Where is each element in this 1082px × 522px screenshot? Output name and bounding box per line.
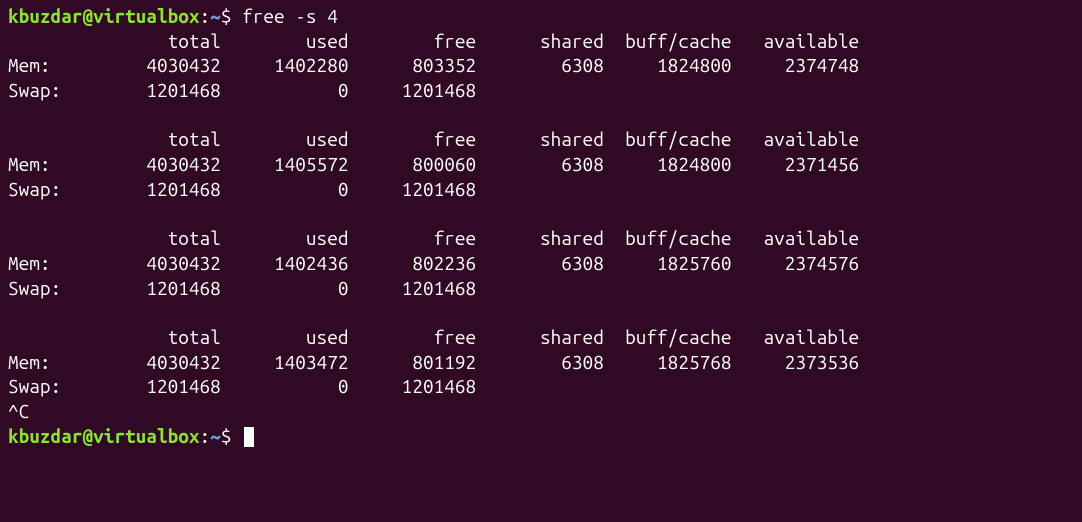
command-text: free -s 4 bbox=[231, 5, 337, 27]
prompt-user-host: kbuzdar@virtualbox bbox=[8, 425, 200, 447]
cursor bbox=[244, 427, 254, 447]
prompt-separator: : bbox=[200, 5, 211, 27]
command-output: total used free shared buff/cache availa… bbox=[8, 29, 1074, 399]
prompt-line[interactable]: kbuzdar@virtualbox:~$ bbox=[8, 424, 1074, 449]
prompt-path: ~ bbox=[210, 425, 221, 447]
interrupt-line: ^C bbox=[8, 399, 1074, 424]
prompt-symbol: $ bbox=[221, 425, 232, 447]
prompt-user-host: kbuzdar@virtualbox bbox=[8, 5, 200, 27]
prompt-path: ~ bbox=[210, 5, 221, 27]
terminal[interactable]: kbuzdar@virtualbox:~$ free -s 4 total us… bbox=[8, 4, 1074, 448]
prompt-separator: : bbox=[200, 425, 211, 447]
command-line: kbuzdar@virtualbox:~$ free -s 4 bbox=[8, 4, 1074, 29]
prompt-symbol: $ bbox=[221, 5, 232, 27]
